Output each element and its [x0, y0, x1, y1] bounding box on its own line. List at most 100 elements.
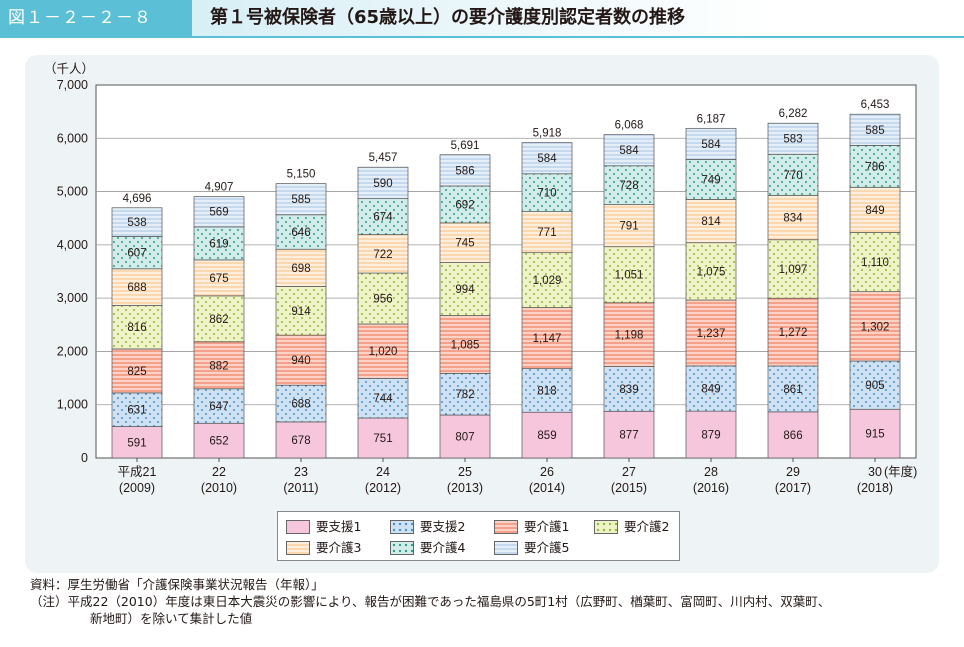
bar-segment: [685, 299, 737, 367]
legend-swatch: [390, 541, 414, 555]
figure-label: 図１－２－２－８: [0, 0, 192, 36]
segment-value-label: 607: [127, 248, 146, 260]
y-tick-label: 1,000: [57, 398, 88, 412]
x-tick-label: 27: [622, 465, 636, 479]
segment-value-label: 675: [209, 273, 228, 285]
bar-segment: [849, 360, 901, 410]
bar-segment: [767, 411, 819, 459]
bar-segment: [357, 417, 409, 459]
segment-value-label: 619: [209, 238, 228, 250]
bar-segment: [111, 426, 163, 459]
bar-segment: [193, 226, 245, 261]
bars: 591 631 825 816 688 607 538 4,696 652 647 882 862 67…: [111, 99, 901, 459]
segment-value-label: 744: [373, 393, 393, 405]
bar-segment: [849, 408, 901, 459]
bar-segment: [357, 234, 409, 274]
y-tick-label: 4,000: [57, 238, 88, 252]
bar-segment: [603, 366, 655, 412]
segment-value-label: 807: [455, 431, 474, 443]
segment-value-label: 745: [455, 238, 474, 250]
legend-label: 要支援1: [316, 519, 362, 534]
bar-segment: [849, 291, 901, 362]
segment-value-label: 816: [127, 322, 146, 334]
total-label: 6,282: [779, 108, 808, 120]
segment-value-label: 862: [209, 314, 228, 326]
footnote-line-1: （注）平成22（2010）年度は東日本大震災の影響により、報告が困難であった福島…: [30, 594, 831, 609]
segment-value-label: 849: [865, 205, 884, 217]
segment-value-label: 1,302: [861, 321, 890, 333]
segment-value-label: 728: [619, 180, 638, 192]
segment-value-label: 839: [619, 384, 638, 396]
bar-segment: [685, 410, 737, 459]
segment-value-label: 590: [373, 178, 392, 190]
axes: 0 1,000 2,000 3,000 4,000 5,000 6,000 7,000 （千人）…: [44, 62, 917, 495]
bar-segment: [521, 368, 573, 413]
segment-value-label: 879: [701, 430, 720, 442]
segment-value-label: 698: [291, 263, 310, 275]
segment-value-label: 583: [783, 134, 802, 146]
segment-value-label: 866: [783, 430, 802, 442]
segment-value-label: 591: [127, 437, 146, 449]
x-tick-label: 28: [704, 465, 718, 479]
bar-segment: [439, 372, 491, 416]
figure-header: 図１－２－２－８ 第１号被保険者（65歳以上）の要介護度別認定者数の推移: [0, 0, 964, 36]
bar-segment: [275, 334, 327, 386]
bar-segment: [603, 410, 655, 459]
segment-value-label: 882: [209, 360, 228, 372]
bar-segment: [521, 142, 573, 175]
legend-label: 要支援2: [420, 519, 466, 534]
y-tick-label: 0: [81, 451, 88, 465]
x-tick-label: 29: [786, 465, 800, 479]
segment-value-label: 994: [455, 284, 475, 296]
segment-value-label: 956: [373, 294, 392, 306]
bar-segment: [275, 384, 327, 423]
bar-segment: [111, 207, 163, 237]
bar-segment: [521, 173, 573, 212]
segment-value-label: 1,237: [697, 328, 726, 340]
total-label: 4,907: [205, 182, 234, 194]
bar-segment: [521, 211, 573, 254]
x-tick-sublabel: (2014): [529, 481, 565, 495]
bar-segment: [603, 134, 655, 167]
segment-value-label: 569: [209, 207, 228, 219]
segment-value-label: 646: [291, 227, 310, 239]
segment-value-label: 688: [291, 399, 310, 411]
bar-segment: [685, 127, 737, 160]
bar-segment: [439, 262, 491, 316]
segment-value-label: 849: [701, 384, 720, 396]
y-tick-label: 3,000: [57, 291, 88, 305]
segment-value-label: 1,147: [533, 333, 562, 345]
bar-segment: [849, 232, 901, 292]
segment-value-label: 710: [537, 188, 556, 200]
legend-swatch: [286, 541, 310, 555]
total-label: 5,691: [451, 140, 480, 152]
bar-segment: [685, 365, 737, 412]
bar-segment: [767, 194, 819, 241]
segment-value-label: 877: [619, 430, 638, 442]
bar-segment: [111, 236, 163, 270]
legend-swatch: [594, 520, 618, 534]
segment-value-label: 652: [209, 436, 228, 448]
segment-value-label: 834: [783, 213, 803, 225]
segment-value-label: 1,051: [615, 270, 644, 282]
x-tick-sublabel: (2010): [201, 481, 237, 495]
segment-value-label: 586: [455, 165, 474, 177]
segment-value-label: 914: [291, 306, 311, 318]
bar-segment: [439, 222, 491, 263]
bar-segment: [849, 145, 901, 188]
segment-value-label: 584: [619, 145, 639, 157]
segment-value-label: 538: [127, 217, 146, 229]
segment-value-label: 584: [701, 139, 721, 151]
segment-value-label: 688: [127, 282, 146, 294]
bar-segment: [685, 159, 737, 200]
y-axis-label: （千人）: [44, 62, 94, 76]
x-tick-label: 23: [294, 465, 308, 479]
x-tick-sublabel: (2016): [693, 481, 729, 495]
segment-value-label: 791: [619, 221, 638, 233]
x-tick-sublabel: (2017): [775, 481, 811, 495]
bar-segment: [439, 414, 491, 459]
segment-value-label: 585: [865, 125, 884, 137]
x-tick-label: 25: [458, 465, 472, 479]
bar-segment: [357, 377, 409, 419]
x-tick-sublabel: (2011): [283, 481, 318, 495]
